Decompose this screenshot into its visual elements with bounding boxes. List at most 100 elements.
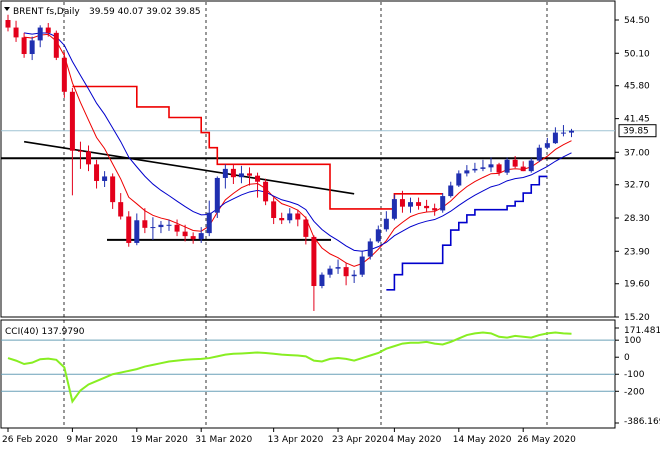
candle-body	[343, 267, 349, 277]
candle-body	[190, 236, 196, 240]
candle-body	[560, 132, 566, 134]
price-tick-label: 19.60	[624, 280, 650, 290]
candle-body	[102, 176, 108, 181]
current-price-value: 39.85	[623, 127, 649, 137]
slow-ma-line	[24, 32, 572, 252]
ohlc-values: 39.59 40.07 39.02 39.85	[89, 7, 201, 17]
candle-body	[142, 220, 148, 228]
time-tick-label: 31 Mar 2020	[195, 435, 252, 445]
candle-body	[416, 202, 422, 206]
candle-body	[408, 202, 413, 207]
candle-body	[166, 224, 172, 226]
time-tick-label: 23 Apr 2020	[332, 435, 388, 445]
candle-body	[110, 176, 116, 203]
candle-body	[464, 170, 470, 174]
cci-tick-label: 100	[624, 336, 641, 346]
candle-body	[391, 199, 397, 219]
time-tick-label: 4 May 2020	[388, 435, 441, 445]
candle-body	[222, 168, 228, 178]
candle-body	[86, 151, 91, 165]
candle-body	[238, 173, 244, 178]
candle-body	[182, 231, 188, 237]
candle-body	[528, 160, 534, 172]
candle-body	[319, 274, 325, 287]
candle-body	[5, 20, 11, 28]
price-tick-label: 23.90	[624, 247, 650, 257]
candle-body	[158, 224, 164, 228]
collapse-triangle-icon[interactable]	[4, 7, 10, 11]
price-tick-label: 32.70	[624, 181, 650, 191]
price-series	[1, 14, 615, 311]
trend-line	[23, 140, 355, 195]
candle-body	[279, 218, 285, 221]
symbol-label: BRENT fs,Daily	[13, 7, 80, 17]
candle-body	[230, 168, 236, 178]
blue-step-line	[386, 175, 548, 291]
price-tick-label: 28.30	[624, 214, 650, 224]
candle-body	[456, 173, 462, 186]
candle-body	[150, 227, 156, 229]
candle-body	[480, 167, 486, 169]
candle-body	[247, 173, 252, 176]
candle-body	[134, 220, 140, 243]
candle-body	[383, 218, 389, 230]
candle-body	[69, 91, 75, 151]
price-tick-label: 41.45	[624, 115, 650, 125]
candle-body	[295, 213, 301, 220]
time-axis: 26 Feb 2020 9 Mar 2020 19 Mar 2020 31 Mar 2…	[2, 428, 576, 445]
candle-body	[53, 32, 59, 58]
candle-body	[13, 27, 19, 38]
candle-body	[327, 268, 333, 275]
candle-body	[287, 213, 293, 221]
candle-body	[29, 40, 35, 55]
candle-body	[61, 57, 67, 92]
cci-tick-label: -100	[624, 370, 645, 380]
candle-body	[174, 224, 180, 232]
candle-body	[263, 181, 269, 202]
candle-body	[21, 37, 27, 55]
candle-body	[520, 166, 526, 172]
candle-body	[432, 208, 438, 211]
time-tick-label: 9 Mar 2020	[66, 435, 118, 445]
candle-body	[255, 175, 261, 182]
price-tick-label: 50.10	[624, 49, 650, 59]
time-tick-label: 26 Feb 2020	[2, 435, 58, 445]
candle-body	[37, 27, 43, 41]
cci-series	[1, 331, 615, 404]
candle-body	[488, 164, 494, 168]
time-tick-label: 14 May 2020	[453, 435, 512, 445]
candle-body	[552, 132, 558, 144]
candle-body	[440, 196, 446, 211]
candle-body	[536, 147, 542, 161]
candle-body	[448, 185, 454, 197]
price-tick-label: 15.20	[624, 313, 650, 323]
candle-body	[118, 202, 124, 217]
candle-body	[271, 201, 277, 218]
candle-body	[45, 27, 51, 33]
candle-body	[367, 241, 373, 257]
candle-body	[472, 168, 478, 171]
candle-body	[126, 216, 132, 243]
candle-body	[504, 159, 510, 173]
red-step-line	[72, 85, 443, 210]
candle-body	[544, 143, 550, 148]
time-tick-label: 13 Apr 2020	[268, 435, 324, 445]
cci-tick-label: -386.169	[624, 417, 660, 427]
candle-body	[569, 130, 574, 133]
time-tick-label: 26 May 2020	[517, 435, 576, 445]
current-price-tag	[618, 124, 657, 138]
candle-body	[303, 219, 309, 237]
candle-body	[311, 236, 317, 287]
candle-body	[214, 177, 220, 213]
candle-body	[198, 233, 204, 240]
candle-body	[77, 150, 83, 152]
price-tick-label: 37.00	[624, 148, 650, 158]
price-tick-label: 54.50	[624, 16, 650, 26]
candle-body	[424, 205, 430, 209]
cci-title: CCI(40) 137.9790	[5, 327, 85, 337]
cci-line	[7, 331, 572, 404]
price-axis: 54.50 50.10 45.80 41.45 37.00 32.70 28.30 23.90…	[615, 16, 650, 323]
